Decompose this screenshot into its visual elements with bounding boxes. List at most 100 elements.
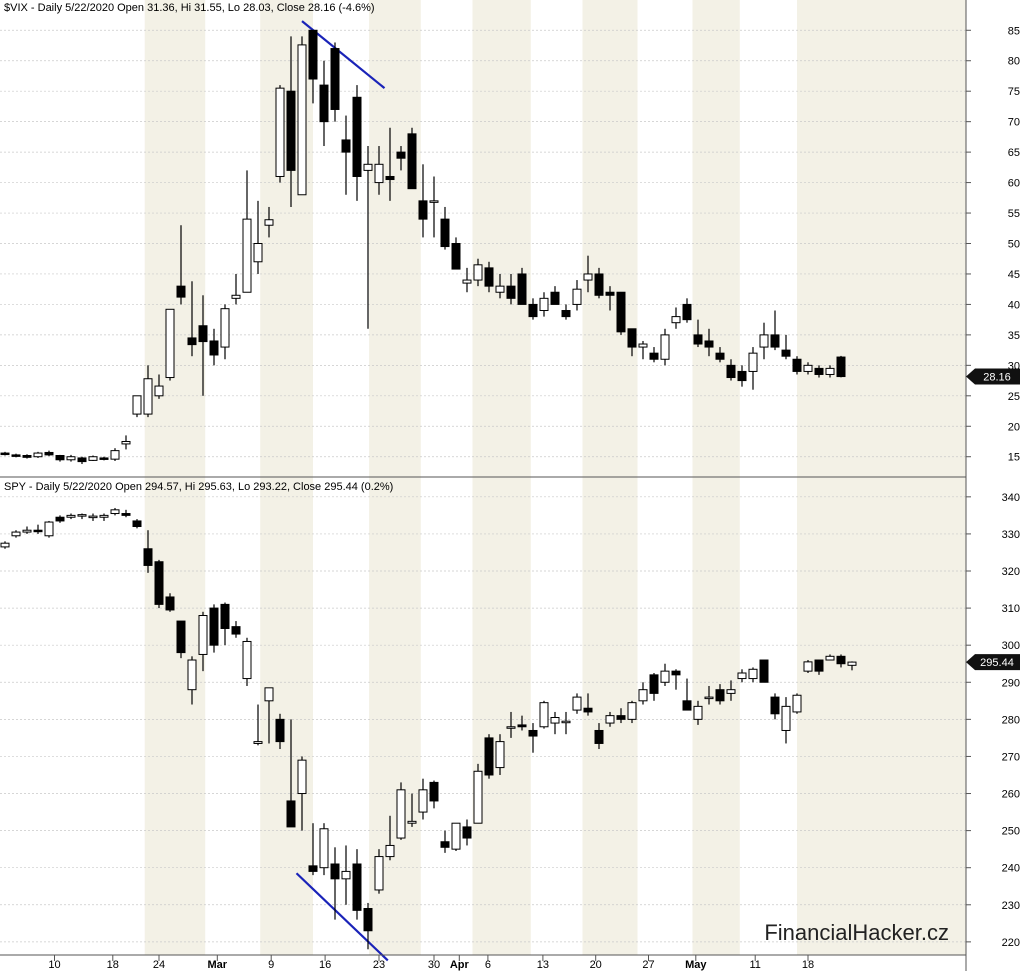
y-tick-label: 300 <box>1002 640 1020 652</box>
candle-body <box>33 529 43 533</box>
candle-body <box>638 343 648 348</box>
y-tick-label: 75 <box>1008 86 1020 98</box>
last-close-marker <box>966 654 1020 671</box>
y-tick-label: 260 <box>1002 789 1020 801</box>
candle-body <box>693 705 703 720</box>
candle-body <box>649 674 659 694</box>
candle-body <box>572 696 582 711</box>
candle-body <box>198 325 208 343</box>
candle-body <box>440 218 450 248</box>
candle-body <box>308 29 318 80</box>
candle-body <box>242 218 252 293</box>
candle-body <box>110 509 120 515</box>
candle-body <box>792 358 802 372</box>
candle-body <box>143 548 153 566</box>
candle-body <box>792 694 802 713</box>
candle-body <box>561 310 571 318</box>
watermark-text: FinancialHacker.cz <box>764 920 949 945</box>
candle-body <box>396 789 406 839</box>
candle-body <box>165 596 175 611</box>
candle-body <box>473 770 483 824</box>
candle-body <box>220 603 230 629</box>
candle-body <box>275 87 285 177</box>
y-tick-label: 310 <box>1002 603 1020 615</box>
candle-body <box>781 349 791 357</box>
last-close-marker <box>966 368 1020 385</box>
x-tick-label: 10 <box>48 959 60 971</box>
candle-body <box>759 334 769 348</box>
candle-body <box>528 729 538 737</box>
candle-body <box>66 456 76 461</box>
y-tick-label: 250 <box>1002 826 1020 838</box>
candle-body <box>660 670 670 683</box>
candle-body <box>187 659 197 691</box>
candle-body <box>176 620 186 654</box>
candle-body <box>154 561 164 605</box>
candle-body <box>352 863 362 911</box>
candle-body <box>814 367 824 375</box>
candle-body <box>748 668 758 680</box>
candle-body <box>132 395 142 415</box>
candle-body <box>11 454 21 457</box>
y-tick-label: 40 <box>1008 299 1020 311</box>
candle-body <box>253 243 263 263</box>
candle-body <box>484 267 494 287</box>
x-tick-label: 27 <box>642 959 654 971</box>
candle-body <box>396 151 406 159</box>
y-tick-label: 45 <box>1008 269 1020 281</box>
candle-body <box>495 285 505 293</box>
x-tick-label: Apr <box>450 959 470 971</box>
candle-body <box>517 273 527 305</box>
candle-body <box>781 705 791 731</box>
candle-body <box>264 687 274 702</box>
candle-body <box>22 455 32 458</box>
candle-body <box>583 273 593 281</box>
candle-body <box>484 737 494 776</box>
candle-body <box>737 672 747 680</box>
x-tick-label: 23 <box>373 959 385 971</box>
candle-body <box>473 264 483 281</box>
candle-body <box>528 303 538 318</box>
candle-body <box>165 308 175 379</box>
candle-body <box>275 718 285 743</box>
candle-body <box>77 457 87 463</box>
candle-body <box>242 640 252 680</box>
candle-body <box>605 715 615 724</box>
candle-body <box>88 456 98 461</box>
candle-body <box>99 514 109 518</box>
x-tick-label: 20 <box>590 959 602 971</box>
candle-body <box>770 696 780 715</box>
candle-body <box>33 452 43 458</box>
x-tick-label: 24 <box>153 959 165 971</box>
x-tick-label: 18 <box>802 959 814 971</box>
candle-body <box>462 826 472 839</box>
last-close-label: 295.44 <box>980 657 1014 669</box>
candle-body <box>11 531 21 537</box>
candle-body <box>0 452 10 456</box>
candle-body <box>539 702 549 728</box>
candle-body <box>374 856 384 891</box>
candle-body <box>297 44 307 196</box>
candle-body <box>220 308 230 348</box>
candle-body <box>627 702 637 720</box>
candle-body <box>451 822 461 850</box>
candle-body <box>110 450 120 460</box>
trendline <box>295 872 389 962</box>
y-tick-label: 50 <box>1008 239 1020 251</box>
candle-body <box>638 689 648 702</box>
candle-body <box>594 729 604 744</box>
y-tick-label: 85 <box>1008 25 1020 37</box>
candle-body <box>726 364 736 379</box>
candle-body <box>693 334 703 345</box>
candle-body <box>77 514 87 517</box>
candle-body <box>495 741 505 769</box>
candle-body <box>297 759 307 795</box>
candle-body <box>440 841 450 848</box>
candle-body <box>737 370 747 382</box>
y-tick-label: 60 <box>1008 178 1020 190</box>
y-tick-label: 220 <box>1002 937 1020 949</box>
y-tick-label: 290 <box>1002 677 1020 689</box>
candle-body <box>286 800 296 828</box>
y-tick-label: 230 <box>1002 900 1020 912</box>
